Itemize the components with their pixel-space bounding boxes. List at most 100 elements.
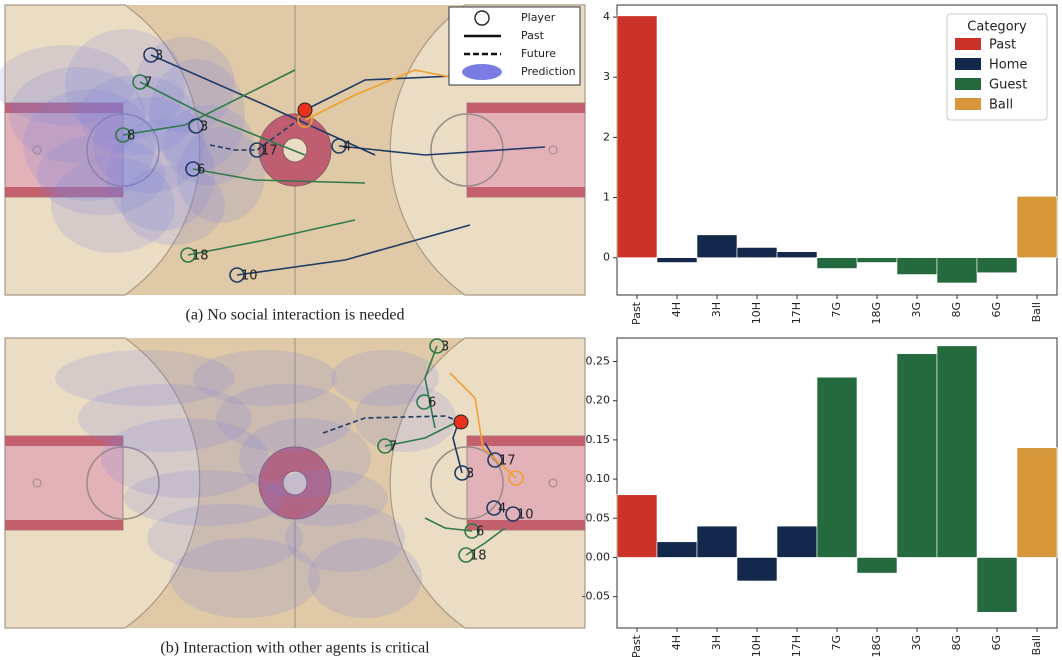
caption: (b) Interaction with other agents is cri… xyxy=(160,640,430,657)
trajectory xyxy=(304,69,466,121)
player xyxy=(180,247,196,263)
free-throw-circle xyxy=(86,113,160,187)
legend-swatch xyxy=(955,38,981,50)
legend-title: Category xyxy=(967,20,1027,35)
ball-marker xyxy=(508,470,524,486)
y-tick-label: -0.05 xyxy=(582,590,610,603)
bar xyxy=(616,15,658,258)
x-tick-label: 7G xyxy=(830,635,843,651)
legend-label: Past xyxy=(521,29,545,42)
x-tick-label: 4H xyxy=(670,635,683,650)
prediction xyxy=(9,67,145,163)
x-tick-label: 17H xyxy=(790,302,803,324)
bar xyxy=(896,257,938,275)
x-tick-label: 3H xyxy=(710,635,723,650)
paint xyxy=(466,102,586,198)
paint-edge xyxy=(5,520,123,530)
prediction xyxy=(308,538,422,618)
player-label: 17 xyxy=(261,144,278,159)
player xyxy=(249,142,265,158)
trajectory xyxy=(236,224,471,276)
basket xyxy=(32,478,42,488)
x-tick-label: 4H xyxy=(670,302,683,317)
prediction xyxy=(170,538,320,618)
player xyxy=(487,452,503,468)
bar xyxy=(856,557,898,574)
legend-player xyxy=(474,10,490,26)
x-tick-label: 3H xyxy=(710,302,723,317)
bar xyxy=(696,525,738,558)
y-tick-label: 3 xyxy=(603,70,610,83)
player xyxy=(429,338,445,354)
x-tick-label: 6G xyxy=(990,302,1003,318)
x-tick-label: 8G xyxy=(950,302,963,318)
player xyxy=(458,547,474,563)
paint-edge xyxy=(467,103,585,113)
y-tick-label: 1 xyxy=(603,191,610,204)
player-label: 10 xyxy=(517,508,534,523)
prediction xyxy=(262,470,388,526)
bar xyxy=(936,257,978,284)
bar xyxy=(656,541,698,558)
player-label: 6 xyxy=(476,525,484,540)
player xyxy=(115,127,131,143)
prediction xyxy=(239,418,371,498)
center-inner xyxy=(282,470,308,496)
prediction xyxy=(78,384,252,452)
legend-swatch xyxy=(955,58,981,70)
basket xyxy=(32,145,42,155)
caption: (a) No social interaction is needed xyxy=(185,307,404,324)
court: 3 6 7 3 17 4 10 6 18 xyxy=(4,337,586,629)
player xyxy=(416,394,432,410)
trajectory xyxy=(192,168,366,184)
y-tick-label: 2 xyxy=(603,130,610,143)
trajectory xyxy=(122,69,296,136)
paint-edge xyxy=(5,436,123,446)
legend-label: Guest xyxy=(989,78,1027,93)
y-tick-label: 4 xyxy=(603,10,610,23)
player-label: 4 xyxy=(343,140,351,155)
y-tick-label: 0 xyxy=(603,251,610,264)
y-tick-label: 0.00 xyxy=(586,550,611,563)
player-label: 6 xyxy=(197,163,205,178)
free-throw-circle xyxy=(86,446,160,520)
legend-label: Home xyxy=(989,58,1027,73)
bar xyxy=(776,251,818,258)
player-label: 18 xyxy=(192,249,209,264)
paint-edge xyxy=(467,187,585,197)
player-label: 18 xyxy=(470,549,487,564)
player xyxy=(185,161,201,177)
prediction xyxy=(193,350,337,406)
trajectory xyxy=(187,219,356,256)
x-tick-label: 7G xyxy=(830,302,843,318)
prediction xyxy=(124,470,286,526)
player-label: 3 xyxy=(200,120,208,135)
trajectory xyxy=(304,74,476,111)
prediction xyxy=(37,135,165,215)
bar xyxy=(1016,447,1058,558)
player-label: 3 xyxy=(466,467,474,482)
prediction xyxy=(135,37,235,133)
prediction xyxy=(177,127,265,223)
bar xyxy=(656,257,698,263)
bar xyxy=(976,557,1018,613)
x-tick-label: 6G xyxy=(990,635,1003,651)
paint-edge xyxy=(5,103,123,113)
prediction xyxy=(121,165,225,245)
x-tick-label: 8G xyxy=(950,635,963,651)
x-tick-label: 18G xyxy=(870,635,883,658)
court-legend: Player Past Future Prediction xyxy=(448,6,581,86)
legend-swatch xyxy=(955,98,981,110)
player xyxy=(505,506,521,522)
prediction xyxy=(331,350,439,406)
trajectory xyxy=(338,145,546,156)
legend-prediction xyxy=(462,64,502,80)
prediction xyxy=(285,504,405,572)
prediction xyxy=(23,89,155,201)
player xyxy=(454,465,470,481)
x-tick-label: 3G xyxy=(910,302,923,318)
basket xyxy=(548,478,558,488)
prediction xyxy=(147,504,303,572)
bar xyxy=(816,257,858,269)
center-inner xyxy=(282,137,308,163)
